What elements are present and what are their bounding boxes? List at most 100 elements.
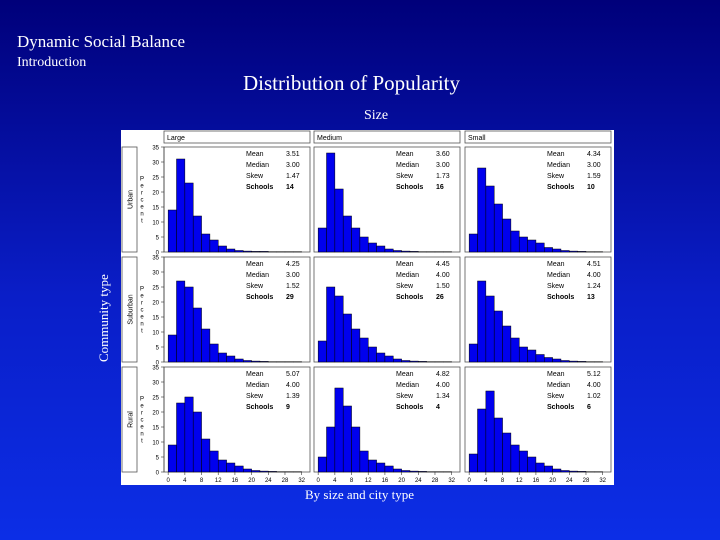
stat-value: 3.60 [436, 151, 450, 158]
histogram-bar [243, 250, 252, 253]
x-tick-label: 32 [448, 478, 455, 484]
stat-value: 4.45 [436, 261, 450, 268]
x-tick-label: 20 [398, 478, 405, 484]
stat-label: Skew [547, 283, 565, 290]
histogram-bar [393, 468, 402, 473]
histogram-bar [351, 426, 361, 473]
histogram-bar [560, 250, 570, 253]
histogram-bar [409, 360, 419, 363]
histogram-bar [569, 360, 578, 363]
x-tick-label: 8 [200, 478, 204, 484]
histogram-bar [176, 280, 186, 363]
histogram-bar [201, 233, 211, 253]
column-strip-label: Small [468, 135, 486, 142]
histogram-bar [201, 328, 211, 363]
x-tick-label: 4 [484, 478, 488, 484]
histogram-bar [493, 417, 503, 473]
histogram-bar [493, 310, 503, 363]
histogram-bar [201, 438, 211, 473]
histogram-bar [259, 470, 269, 473]
histogram-bar [209, 239, 219, 253]
y-axis-label-letter: n [140, 432, 143, 438]
histogram-bar [367, 459, 377, 473]
x-tick-label: 8 [350, 478, 354, 484]
histogram-bar [184, 182, 194, 253]
histogram-bar [477, 408, 487, 473]
stat-value: 1.24 [587, 283, 601, 290]
stat-value: 5.07 [286, 371, 300, 378]
stat-value: 3.00 [436, 162, 450, 169]
histogram-bar [552, 468, 562, 473]
x-tick-label: 32 [599, 478, 606, 484]
row-strip-suburban [121, 256, 138, 363]
histogram-bar [569, 250, 578, 253]
y-tick-label: 35 [152, 146, 159, 152]
y-axis-label-letter: e [140, 294, 144, 300]
x-tick-label: 0 [166, 478, 170, 484]
histogram-bar [243, 360, 252, 363]
histogram-bar [251, 360, 261, 363]
histogram-bar [226, 248, 236, 253]
stat-value: 4.82 [436, 371, 450, 378]
histogram-bar [485, 295, 495, 363]
histogram-bar [418, 361, 427, 363]
stat-value: 1.47 [286, 173, 300, 180]
histogram-bar [384, 355, 394, 363]
histogram-bar [367, 346, 377, 363]
histogram-bar [577, 471, 587, 473]
histogram-bar [518, 346, 528, 363]
histogram-bar [334, 188, 344, 253]
histogram-bar [226, 355, 236, 363]
y-tick-label: 5 [156, 456, 160, 462]
y-tick-label: 20 [152, 411, 159, 417]
y-tick-label: 15 [152, 206, 159, 212]
stat-value: 3.00 [286, 272, 300, 279]
histogram-bar [527, 349, 537, 363]
stat-value: 9 [286, 404, 290, 411]
y-tick-label: 25 [152, 286, 159, 292]
y-axis-label-letter: e [140, 315, 144, 321]
column-group-label: Size [364, 108, 389, 123]
histogram-bar [234, 250, 244, 253]
y-tick-label: 10 [152, 441, 159, 447]
histogram-bar [409, 251, 419, 253]
y-tick-label: 20 [152, 301, 159, 307]
histogram-bar [192, 307, 202, 363]
stat-value: 3.51 [286, 151, 300, 158]
row-strip-label: Suburban [128, 294, 135, 324]
histogram-bar [192, 215, 202, 253]
y-tick-label: 5 [156, 236, 160, 242]
histogram-bar [209, 450, 219, 473]
stat-label: Skew [396, 283, 414, 290]
histogram-bar [510, 337, 520, 363]
histogram-bar [317, 456, 327, 473]
stat-label: Mean [396, 371, 414, 378]
stat-label: Mean [396, 151, 414, 158]
y-axis-label-letter: P [140, 397, 144, 403]
histogram-bar [342, 405, 352, 473]
slide-title: Distribution of Popularity [243, 71, 460, 95]
histogram-bar [184, 286, 194, 363]
stat-label: Schools [547, 294, 574, 301]
histogram-bar [510, 444, 520, 473]
y-axis-label-letter: c [141, 308, 144, 314]
histogram-bar [176, 402, 186, 473]
y-axis-label-letter: r [141, 301, 143, 307]
histogram-bar [502, 432, 512, 473]
stat-value: 1.59 [587, 173, 601, 180]
y-axis-label-letter: c [141, 198, 144, 204]
stat-label: Schools [246, 404, 273, 411]
stat-value: 4.51 [587, 261, 601, 268]
histogram-bar [326, 426, 336, 473]
stat-value: 3.00 [286, 162, 300, 169]
stat-value: 6 [587, 404, 591, 411]
histogram-bar [334, 387, 344, 473]
row-strip-label: Rural [128, 411, 135, 428]
histogram-bar [326, 152, 336, 253]
y-axis-label-letter: t [141, 219, 143, 225]
histogram-bar [217, 245, 227, 253]
y-tick-label: 30 [152, 161, 159, 167]
histogram-bar [544, 465, 553, 473]
stat-label: Median [246, 382, 269, 389]
histogram-bar [552, 358, 562, 363]
